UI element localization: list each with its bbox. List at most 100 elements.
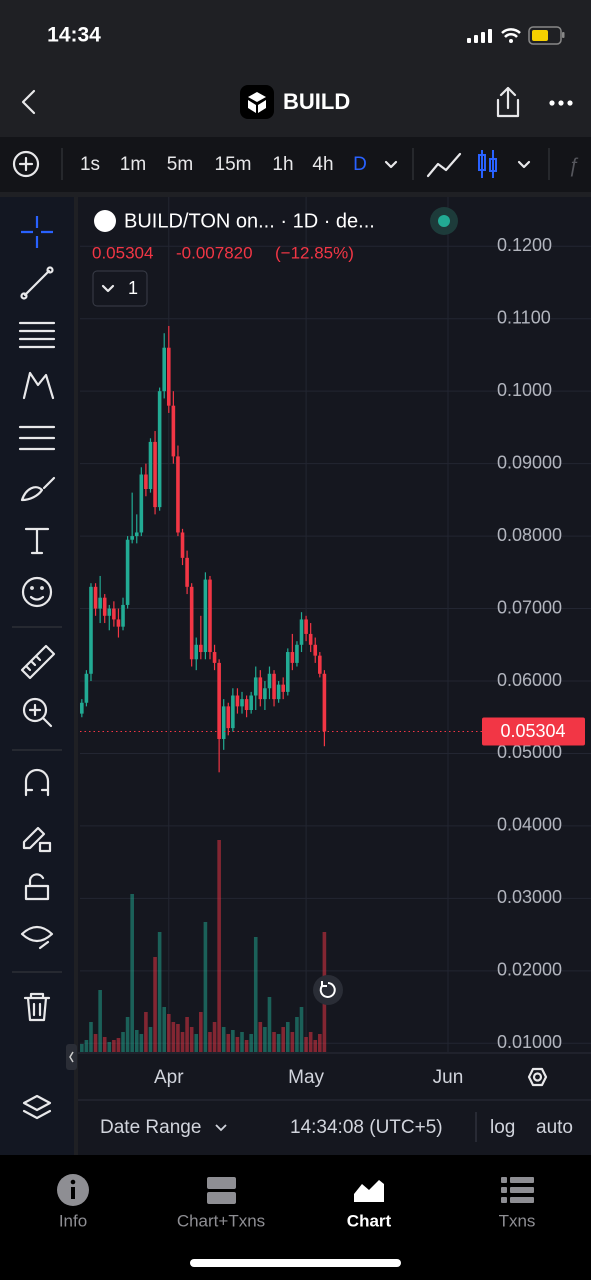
candle-body [231,695,235,729]
volume-bar [235,1037,240,1052]
reset-button-bg[interactable] [313,975,343,1005]
measure-tool[interactable] [20,644,56,680]
lock-tool[interactable] [24,873,50,901]
header-title: BUILD [283,89,350,114]
volume-bar [171,1022,176,1052]
indicator-toggle[interactable] [92,270,148,307]
candle-body [276,684,281,700]
visibility-tool[interactable] [20,925,54,950]
add-indicator-button[interactable] [12,150,40,178]
volume-bar [153,957,157,1052]
trend-line-tool[interactable] [20,266,54,300]
candle-body [194,644,199,660]
y-tick-label: 0.05000 [497,742,562,762]
volume-bar [212,1022,217,1052]
candle-body [199,644,203,653]
lock-drawings-tool[interactable] [22,826,52,853]
candle-body [153,441,157,508]
auto-toggle[interactable]: auto [536,1117,573,1138]
volume-bar [162,1007,167,1052]
interval-button[interactable]: 1h [272,154,293,175]
candle-body [290,652,295,663]
drawing-tools [12,216,62,1120]
volume-bar [249,1034,253,1052]
candle-body [125,539,130,605]
volume-bar [112,1040,116,1052]
tab-label[interactable]: Chart [347,1211,392,1230]
pair-icon [94,210,116,232]
fx-icon[interactable]: ƒ [568,154,579,176]
text-tool[interactable] [24,527,50,555]
volume-bar [116,1038,121,1052]
candle-body [240,699,244,707]
back-button[interactable] [21,89,36,115]
volume-bar [221,1027,226,1052]
tab-label[interactable]: Chart+Txns [177,1211,265,1230]
volume-bar [240,1032,244,1052]
volume-bar [253,937,258,1052]
candle-body [144,474,148,490]
volume-bar [217,840,221,1052]
interval-button[interactable]: 4h [312,154,333,175]
legend-change: -0.007820 [176,243,253,262]
volume-bar [121,1032,125,1052]
last-price-box [482,717,585,746]
emoji-tool[interactable] [21,576,53,608]
volume-bar [267,997,272,1052]
brush-tool[interactable] [20,476,56,502]
crosshair-tool[interactable] [21,216,53,248]
interval-dropdown[interactable] [384,160,398,169]
y-tick-label: 0.1200 [497,235,552,255]
collapse-handle[interactable] [66,1044,77,1070]
settings-button[interactable] [527,1067,548,1087]
layers-button[interactable] [22,1094,52,1120]
volume-bar [176,1024,180,1052]
candle-body [116,619,121,627]
log-toggle[interactable]: log [490,1117,515,1138]
line-chart-button[interactable] [426,152,462,178]
interval-button[interactable]: 5m [167,154,193,175]
volume-bar [208,1032,212,1052]
interval-button[interactable]: 15m [215,154,252,175]
interval-button[interactable]: D [353,154,367,175]
volume-bar [89,1022,93,1052]
tab-label[interactable]: Txns [499,1211,536,1230]
y-tick-label: 0.04000 [497,815,562,835]
zoom-tool[interactable] [22,697,53,728]
pattern-tool[interactable] [22,371,55,400]
volume-bar [185,1017,189,1052]
y-tick-label: 0.08000 [497,525,562,545]
interval-button[interactable]: 1s [80,154,100,175]
reset-icon [319,981,336,998]
y-tick-label: 0.01000 [497,1032,562,1052]
date-range-button[interactable]: Date Range [100,1117,201,1138]
candle-body [313,644,318,656]
interval-button[interactable]: 1m [120,154,146,175]
volume-bar [272,1032,276,1052]
legend-change-pct: (−12.85%) [275,243,354,262]
volume-bar [231,1030,235,1052]
volume-bar [148,1027,153,1052]
indicator-count: 1 [128,278,138,298]
candle-body [121,604,125,627]
status-dot [438,215,450,227]
more-button[interactable] [549,100,573,106]
volume-bar [180,1032,185,1052]
fib-tool[interactable] [18,321,56,349]
magnet-tool[interactable] [24,768,50,797]
y-tick-label: 0.07000 [497,597,562,617]
volume-bar [107,1042,112,1052]
delete-tool[interactable] [23,992,51,1022]
x-tick-label: May [288,1067,324,1088]
volume-bar [157,932,162,1052]
candle-body [166,347,171,406]
share-button[interactable] [496,86,520,118]
candle-body [208,579,212,653]
candle-body [221,706,226,739]
chart-type-dropdown[interactable] [517,160,531,169]
tab-label[interactable]: Info [59,1211,87,1230]
prediction-tool[interactable] [18,425,56,451]
candle-chart-button[interactable] [478,150,497,178]
candle-body [318,655,322,674]
